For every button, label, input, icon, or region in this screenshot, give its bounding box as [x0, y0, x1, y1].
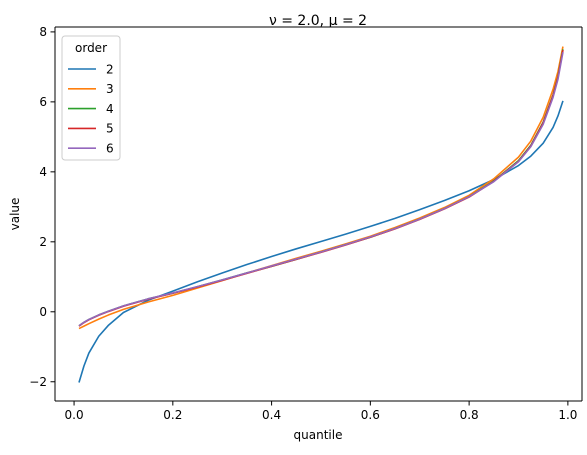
x-tick-label: 0.0	[65, 408, 84, 422]
x-tick-label: 0.4	[262, 408, 281, 422]
y-axis-ticks: −2 0 2 4 6 8	[29, 25, 55, 389]
y-tick-label: 2	[39, 235, 47, 249]
legend: order 2 3 4 5 6	[61, 35, 121, 161]
series-line-order-6	[78, 52, 564, 327]
y-tick-label: 8	[39, 25, 47, 39]
x-axis-ticks: 0.0 0.2 0.4 0.6 0.8 1.0	[65, 401, 577, 422]
y-tick-label: 6	[39, 95, 47, 109]
series-layer	[78, 46, 564, 383]
x-axis-label: quantile	[294, 428, 343, 442]
y-tick-label: 0	[39, 305, 47, 319]
legend-label-order-2: 2	[106, 62, 114, 76]
legend-label-order-3: 3	[106, 82, 114, 96]
y-tick-label: −2	[29, 375, 47, 389]
x-tick-label: 0.6	[361, 408, 380, 422]
legend-items: 2 3 4 5 6	[68, 62, 114, 156]
legend-label-order-5: 5	[106, 122, 114, 136]
x-tick-label: 0.2	[163, 408, 182, 422]
legend-label-order-4: 4	[106, 102, 114, 116]
series-line-order-2	[78, 100, 564, 383]
legend-label-order-6: 6	[106, 142, 114, 156]
legend-title: order	[75, 41, 107, 55]
axes-layer	[54, 26, 583, 402]
plot-area	[55, 27, 582, 401]
x-tick-label: 0.8	[460, 408, 479, 422]
plot-background	[55, 27, 582, 401]
chart-title: ν = 2.0, μ = 2	[269, 13, 367, 29]
y-tick-label: 4	[39, 165, 47, 179]
y-axis-label: value	[8, 198, 22, 231]
x-tick-label: 1.0	[558, 408, 577, 422]
